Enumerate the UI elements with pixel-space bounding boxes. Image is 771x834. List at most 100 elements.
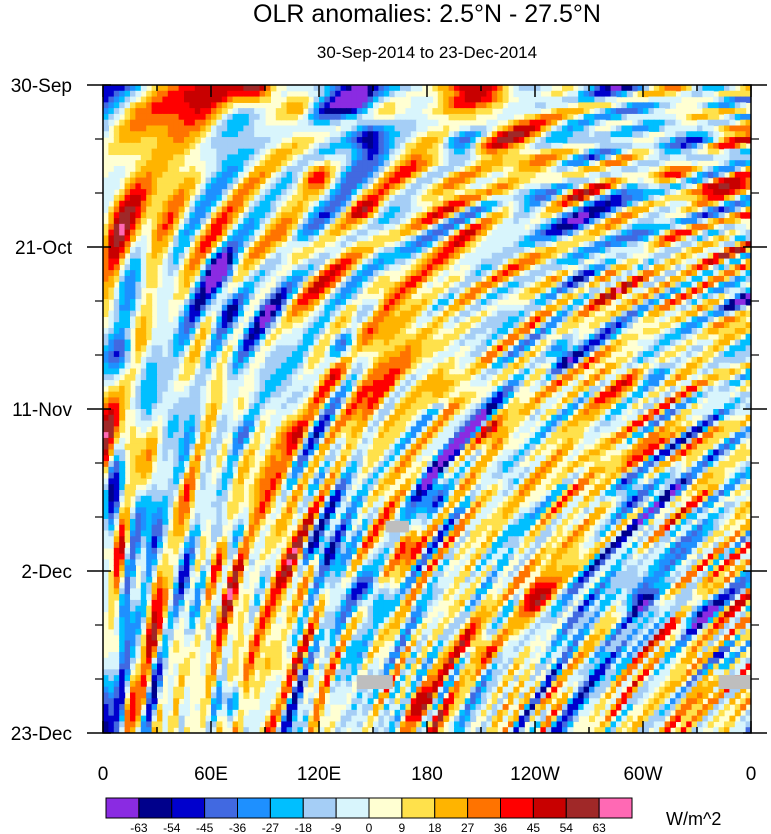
field-cell — [605, 287, 612, 294]
field-cell — [713, 166, 720, 173]
field-cell — [329, 200, 336, 208]
field-cell — [470, 166, 477, 173]
field-cell — [319, 218, 325, 225]
field-cell — [459, 183, 466, 190]
field-cell — [605, 316, 612, 323]
field-cell — [713, 206, 720, 213]
field-cell — [734, 299, 741, 306]
field-cell — [265, 96, 271, 103]
field-cell — [238, 339, 244, 346]
field-cell — [211, 241, 217, 248]
field-cell — [324, 166, 331, 173]
field-cell — [745, 154, 751, 161]
field-cell — [232, 160, 239, 167]
field-cell — [502, 241, 509, 248]
field-cell — [421, 299, 428, 306]
field-cell — [702, 102, 709, 109]
field-cell — [130, 177, 136, 184]
field-cell — [130, 223, 136, 231]
field-cell — [178, 339, 185, 346]
field-cell — [718, 85, 725, 92]
field-cell — [254, 142, 261, 150]
field-cell — [594, 345, 601, 352]
field-cell — [427, 270, 433, 277]
field-cell — [486, 206, 493, 213]
field-cell — [578, 85, 585, 92]
field-cell — [670, 148, 676, 156]
field-cell — [518, 351, 525, 358]
field-cell — [551, 160, 558, 167]
field-cell — [113, 241, 120, 248]
field-cell — [491, 96, 498, 103]
field-cell — [702, 229, 709, 237]
field-cell — [151, 160, 158, 167]
field-cell — [664, 252, 671, 260]
field-cell — [405, 183, 412, 190]
field-cell — [162, 125, 169, 132]
field-cell — [745, 206, 751, 213]
field-cell — [211, 235, 217, 242]
field-cell — [281, 316, 288, 323]
field-cell — [383, 356, 390, 364]
field-cell — [734, 264, 741, 271]
field-cell — [329, 96, 336, 103]
field-cell — [643, 223, 649, 231]
field-cell — [572, 270, 579, 277]
field-cell — [729, 351, 736, 358]
field-cell — [216, 160, 223, 167]
field-cell — [713, 275, 720, 283]
field-cell — [200, 108, 207, 115]
field-cell — [670, 275, 676, 283]
field-cell — [254, 166, 261, 173]
field-cell — [184, 270, 190, 277]
field-cell — [713, 299, 720, 306]
field-cell — [486, 154, 493, 161]
field-cell — [481, 148, 487, 156]
field-cell — [221, 96, 228, 103]
field-cell — [124, 351, 131, 358]
field-cell — [238, 119, 244, 127]
field-cell — [292, 218, 298, 225]
field-cell — [124, 137, 131, 144]
field-cell — [205, 281, 212, 289]
field-cell — [238, 206, 244, 213]
field-cell — [243, 108, 250, 115]
field-cell — [135, 85, 142, 92]
field-cell — [502, 212, 509, 219]
field-cell — [599, 90, 606, 98]
field-cell — [410, 108, 417, 115]
field-cell — [367, 322, 374, 329]
field-cell — [103, 287, 109, 294]
field-cell — [335, 310, 342, 318]
field-cell — [275, 310, 282, 318]
field-cell — [632, 362, 639, 370]
field-cell — [637, 85, 644, 92]
field-cell — [394, 142, 401, 150]
field-cell — [583, 333, 590, 341]
field-cell — [400, 287, 406, 294]
field-cell — [578, 252, 585, 260]
field-cell — [157, 177, 163, 184]
field-cell — [481, 287, 487, 294]
field-cell — [162, 137, 169, 144]
field-cell — [599, 328, 606, 335]
field-cell — [486, 322, 493, 329]
field-cell — [459, 90, 466, 98]
field-cell — [319, 339, 325, 346]
field-cell — [545, 310, 552, 318]
field-cell — [427, 148, 433, 156]
field-cell — [605, 171, 612, 179]
field-cell — [572, 345, 579, 352]
field-cell — [535, 200, 541, 208]
field-cell — [292, 113, 298, 121]
field-cell — [248, 212, 255, 219]
field-cell — [475, 131, 482, 138]
field-cell — [216, 223, 223, 231]
field-cell — [308, 339, 315, 346]
field-cell — [632, 310, 639, 318]
field-cell — [443, 264, 450, 271]
field-cell — [686, 90, 693, 98]
field-cell — [205, 183, 212, 190]
field-cell — [545, 293, 552, 300]
field-cell — [410, 351, 417, 358]
